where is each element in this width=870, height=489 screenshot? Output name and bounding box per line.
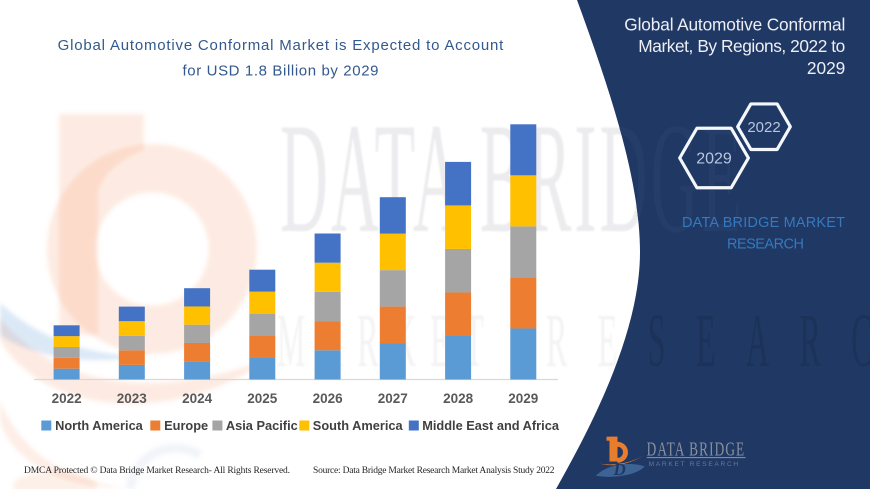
svg-text:2022: 2022 bbox=[52, 391, 82, 406]
svg-text:2023: 2023 bbox=[117, 391, 148, 406]
svg-text:D: D bbox=[613, 460, 626, 479]
svg-text:Middle East and Africa: Middle East and Africa bbox=[422, 418, 560, 433]
svg-text:Global Automotive Conformal: Global Automotive Conformal bbox=[624, 15, 845, 35]
svg-text:Europe: Europe bbox=[164, 418, 208, 433]
svg-text:2024: 2024 bbox=[182, 391, 213, 406]
svg-text:Source: Data Bridge Market Res: Source: Data Bridge Market Research Mark… bbox=[313, 466, 555, 476]
svg-text:DMCA Protected © Data Bridge M: DMCA Protected © Data Bridge Market Rese… bbox=[24, 465, 290, 476]
svg-text:2027: 2027 bbox=[378, 391, 408, 406]
svg-text:2025: 2025 bbox=[247, 391, 278, 406]
svg-text:Global Automotive Conformal Ma: Global Automotive Conformal Market is Ex… bbox=[58, 37, 505, 54]
svg-text:North America: North America bbox=[55, 418, 144, 433]
svg-text:RESEARCH: RESEARCH bbox=[727, 237, 804, 253]
svg-text:MARKET RESEARCH: MARKET RESEARCH bbox=[649, 461, 741, 468]
svg-text:South America: South America bbox=[313, 418, 404, 433]
svg-text:2029: 2029 bbox=[807, 58, 845, 78]
svg-text:2022: 2022 bbox=[747, 119, 780, 136]
svg-text:2029: 2029 bbox=[696, 151, 732, 168]
svg-text:DATA BRIDGE: DATA BRIDGE bbox=[647, 438, 745, 461]
svg-text:for USD 1.8 Billion by 2029: for USD 1.8 Billion by 2029 bbox=[183, 63, 379, 80]
svg-text:DATA BRIDGE MARKET: DATA BRIDGE MARKET bbox=[682, 215, 845, 231]
svg-text:2026: 2026 bbox=[313, 391, 344, 406]
svg-text:Asia Pacific: Asia Pacific bbox=[226, 418, 298, 433]
svg-text:Market, By Regions, 2022 to: Market, By Regions, 2022 to bbox=[638, 36, 845, 56]
svg-text:2029: 2029 bbox=[508, 391, 538, 406]
svg-text:2028: 2028 bbox=[443, 391, 474, 406]
